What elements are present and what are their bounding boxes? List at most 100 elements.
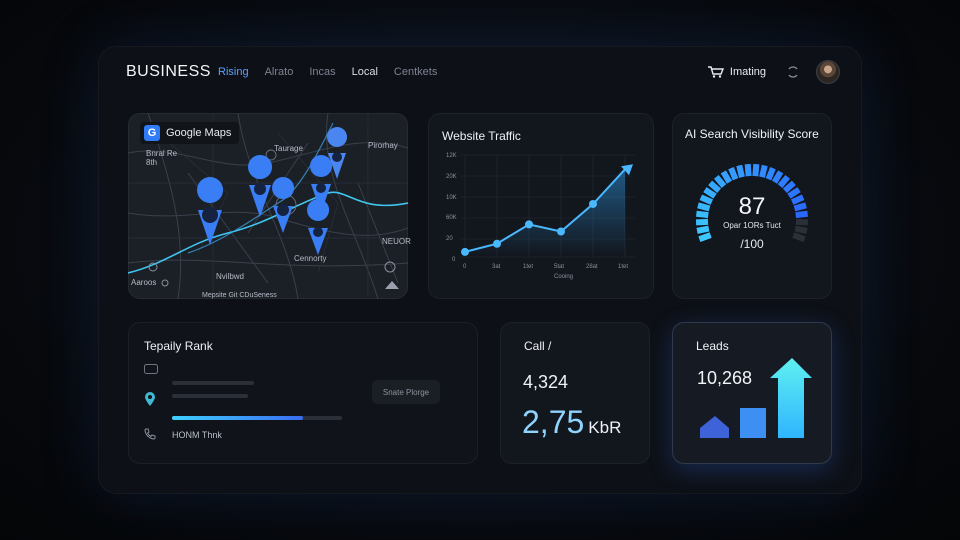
score-max: /100 — [740, 237, 764, 251]
phone-icon — [144, 428, 156, 440]
traffic-point — [557, 227, 565, 236]
tab-local[interactable]: Local — [351, 66, 378, 78]
gauge-tick — [695, 218, 709, 226]
map-label-aaroos: Aaroos — [131, 278, 157, 287]
map-label-taurage: Taurage — [274, 144, 303, 153]
gauge-tick — [790, 194, 805, 205]
gauge-tick — [697, 202, 711, 212]
traffic-point — [589, 199, 597, 208]
call-primary-value: 4,324 — [523, 372, 569, 392]
refresh-icon[interactable] — [786, 65, 800, 79]
gauge-tick — [696, 210, 709, 219]
gauge-tick — [708, 180, 722, 194]
traffic-point — [461, 247, 469, 256]
gauge-tick — [696, 225, 710, 234]
traffic-area — [465, 169, 625, 257]
score-gauge — [695, 163, 809, 242]
gauge-tick — [765, 166, 776, 181]
ai-visibility-title: AI Search Visibility Score — [685, 127, 819, 141]
y-tick: 12K — [446, 153, 457, 159]
gauge-tick — [793, 202, 807, 212]
gauge-tick — [736, 164, 745, 178]
rank-progress-fill — [172, 416, 303, 420]
header-actions: Imating — [707, 60, 840, 84]
gauge-tick — [744, 163, 752, 177]
gauge-tick — [771, 170, 784, 184]
leads-title: Leads — [696, 339, 729, 353]
x-axis-label: Cooing — [554, 274, 574, 280]
tab-centkets[interactable]: Centkets — [393, 66, 438, 78]
gauge-tick — [777, 174, 791, 189]
map-card[interactable] — [128, 113, 408, 299]
gauge-tick — [703, 187, 717, 199]
map-label-pirorhay: Pirorhay — [368, 141, 398, 150]
y-tick: 60K — [446, 215, 457, 221]
map-canvas[interactable] — [128, 113, 408, 299]
y-tick: 20 — [446, 236, 453, 242]
brand-logo: BUSINESS — [126, 63, 211, 80]
rank-title: Tepaily Rank — [144, 339, 213, 353]
card-icon — [144, 364, 158, 374]
placeholder-bar — [172, 394, 248, 398]
leads-card — [672, 322, 832, 464]
gauge-tick — [795, 210, 808, 219]
x-tick: 1tet — [618, 264, 629, 270]
google-logo-icon: G — [144, 125, 160, 141]
rank-footer: HONM Thnk — [172, 430, 222, 440]
location-pins — [197, 127, 348, 255]
x-tick: 1tet — [523, 264, 534, 270]
x-tick: 0 — [463, 264, 467, 270]
gauge-tick — [699, 194, 714, 205]
snate-plorge-button[interactable]: Snate Plorge — [372, 380, 440, 404]
call-secondary-number: 2,75 — [522, 404, 585, 440]
call-title: Call / — [524, 339, 552, 353]
y-tick: 20K — [446, 174, 457, 180]
gauge-tick — [759, 164, 768, 178]
cart-icon — [707, 66, 724, 78]
google-maps-label: Google Maps — [166, 127, 232, 139]
gauge-tick — [792, 232, 806, 242]
nav-tabs: Rising Alrato Incas Local Centkets — [218, 66, 453, 78]
gauge-tick — [728, 166, 739, 181]
call-secondary-value: 2,75 KbR — [522, 404, 621, 441]
gauge-tick — [782, 180, 796, 194]
score-value: 87 — [738, 193, 766, 220]
map-pin-icon — [145, 392, 155, 406]
traffic-line — [464, 168, 626, 253]
gauge-tick — [720, 170, 733, 184]
gauge-tick — [713, 174, 727, 189]
google-maps-badge[interactable]: G Google Maps — [140, 122, 240, 144]
traffic-point — [493, 239, 501, 248]
gauge-tick — [698, 232, 712, 242]
gauge-tick — [787, 187, 801, 199]
bar-icon — [740, 408, 766, 438]
avatar[interactable] — [816, 60, 840, 84]
traffic-point — [525, 220, 533, 229]
map-footer: Mepsite Git CDuSeness — [202, 292, 277, 299]
imating-label: Imating — [729, 66, 766, 78]
placeholder-bar — [172, 381, 254, 385]
call-card — [500, 322, 650, 464]
call-secondary-unit: KbR — [588, 418, 622, 437]
score-subtitle: Opar 1ORs Tuct — [723, 221, 781, 230]
tab-incas[interactable]: Incas — [309, 66, 336, 78]
map-label-neuor: NEUOR — [382, 237, 411, 246]
tab-rising[interactable]: Rising — [218, 66, 249, 78]
rank-progress-track — [172, 416, 342, 420]
y-tick: 10K — [446, 195, 457, 201]
tab-alrato[interactable]: Alrato — [264, 66, 294, 78]
x-tick: 3at — [492, 264, 501, 270]
house-icon — [700, 416, 729, 438]
gauge-tick — [794, 225, 808, 234]
imating-button[interactable]: Imating — [707, 66, 766, 78]
map-label-nvilbwd: Nvilbwd — [216, 272, 245, 281]
map-label-bnral: Bnral Re 8th — [146, 149, 178, 167]
gauge-tick — [795, 218, 809, 226]
website-traffic-title: Website Traffic — [442, 129, 521, 143]
y-tick: 0 — [452, 257, 456, 263]
gauge-tick — [752, 163, 760, 177]
trend-arrow-icon — [621, 164, 633, 176]
leads-value: 10,268 — [697, 368, 753, 388]
traffic-chart — [460, 154, 635, 258]
map-label-cennorty: Cennorty — [294, 254, 327, 263]
